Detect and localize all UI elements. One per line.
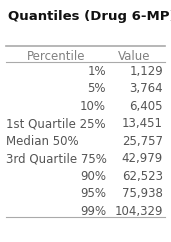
Text: 104,329: 104,329 bbox=[115, 204, 163, 218]
Text: 25,757: 25,757 bbox=[122, 135, 163, 148]
Text: 6,405: 6,405 bbox=[129, 100, 163, 113]
Text: 1,129: 1,129 bbox=[129, 65, 163, 78]
Text: 3rd Quartile 75%: 3rd Quartile 75% bbox=[6, 152, 107, 165]
Text: 1%: 1% bbox=[87, 65, 106, 78]
Text: 5%: 5% bbox=[88, 82, 106, 95]
Text: 13,451: 13,451 bbox=[122, 117, 163, 130]
Text: 99%: 99% bbox=[80, 204, 106, 218]
Text: Value: Value bbox=[118, 50, 150, 63]
Text: 62,523: 62,523 bbox=[122, 170, 163, 183]
Text: 10%: 10% bbox=[80, 100, 106, 113]
Text: 90%: 90% bbox=[80, 170, 106, 183]
Text: Quantiles (Drug 6-MP):: Quantiles (Drug 6-MP): bbox=[8, 10, 171, 23]
Text: Median 50%: Median 50% bbox=[6, 135, 79, 148]
Text: 42,979: 42,979 bbox=[122, 152, 163, 165]
Text: 95%: 95% bbox=[80, 187, 106, 200]
Text: 1st Quartile 25%: 1st Quartile 25% bbox=[6, 117, 106, 130]
Text: 75,938: 75,938 bbox=[122, 187, 163, 200]
Text: 3,764: 3,764 bbox=[129, 82, 163, 95]
Text: Percentile: Percentile bbox=[27, 50, 85, 63]
